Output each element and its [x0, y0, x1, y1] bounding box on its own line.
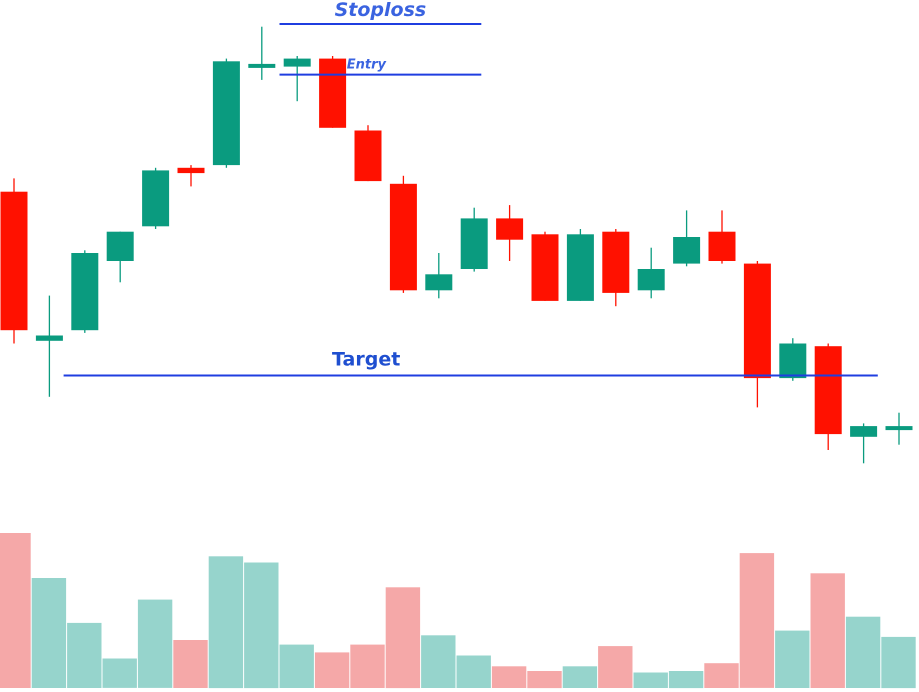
volume-bar [810, 573, 845, 688]
volume-bar [350, 644, 385, 688]
volume-bar [845, 616, 881, 688]
candle-body [212, 61, 240, 166]
candle [637, 247, 665, 299]
levels [63, 23, 878, 377]
candle-body [389, 183, 417, 291]
candle [850, 423, 878, 464]
candle-body [0, 191, 28, 331]
candle [283, 56, 311, 102]
volume-bar [881, 636, 916, 689]
candle [779, 338, 807, 381]
candle [566, 229, 594, 301]
volume-bar [137, 599, 173, 688]
volume-bar [102, 658, 137, 688]
volume-bar [279, 644, 314, 688]
volume-bar [244, 562, 279, 689]
candle-body [177, 167, 205, 174]
volume-bar [704, 663, 739, 688]
candle-body [248, 63, 276, 68]
candle-body [850, 426, 878, 437]
candle-body [71, 253, 99, 331]
candle [71, 250, 99, 333]
candle-body [708, 231, 736, 261]
volume-bar [598, 646, 633, 688]
candle-body [531, 234, 559, 301]
candle [106, 231, 134, 283]
candle-body [283, 58, 311, 67]
candle-body [885, 426, 913, 431]
candle [142, 167, 170, 229]
volume-bar [421, 635, 456, 688]
candle [743, 261, 771, 408]
candle-body [142, 170, 170, 227]
entry-label: Entry [347, 58, 387, 73]
candle [248, 26, 276, 80]
candle-body [460, 218, 488, 269]
candle-body [779, 343, 807, 379]
candle [425, 253, 453, 299]
candle [885, 412, 913, 445]
volume-bar [491, 666, 527, 688]
candle [531, 231, 559, 301]
candle-body [637, 269, 665, 291]
volume-bar [775, 630, 810, 688]
candle [389, 175, 417, 293]
candle-body [814, 346, 842, 435]
volume-bar [562, 666, 598, 688]
candle-body [743, 263, 771, 379]
volume-bar [633, 672, 668, 688]
candle [460, 207, 488, 272]
volume-bar [385, 587, 421, 689]
candle [177, 165, 205, 187]
candle-body [496, 218, 524, 240]
volume-bar [67, 622, 102, 688]
candle [708, 210, 736, 264]
candle [212, 58, 240, 168]
candle-body [354, 130, 382, 182]
candle-body [106, 231, 134, 261]
candle-body [319, 58, 347, 128]
candle-body [566, 234, 594, 301]
volume-bars [0, 533, 916, 689]
level-labels: Stoploss Entry Target [332, 0, 426, 371]
candle-body [425, 274, 453, 291]
candle [319, 56, 347, 128]
volume-bar [31, 578, 67, 688]
candles [0, 26, 913, 464]
volume-bar [739, 553, 775, 688]
volume-bar [668, 671, 704, 689]
target-label: Target [332, 349, 400, 371]
candle [0, 178, 28, 344]
candle [673, 210, 701, 267]
candle-body [35, 335, 63, 341]
volume-bar [0, 533, 31, 688]
candle [496, 205, 524, 261]
volume-bar [456, 655, 491, 688]
volume-bar [527, 671, 562, 689]
volume-bar [173, 640, 208, 688]
candle [35, 295, 63, 397]
candle-body [602, 231, 630, 293]
volume-bar [208, 556, 244, 689]
volume-bar [314, 652, 350, 688]
candle [814, 343, 842, 450]
stoploss-label: Stoploss [335, 0, 427, 21]
candle-body [673, 237, 701, 264]
candle [354, 125, 382, 182]
candle [602, 229, 630, 307]
